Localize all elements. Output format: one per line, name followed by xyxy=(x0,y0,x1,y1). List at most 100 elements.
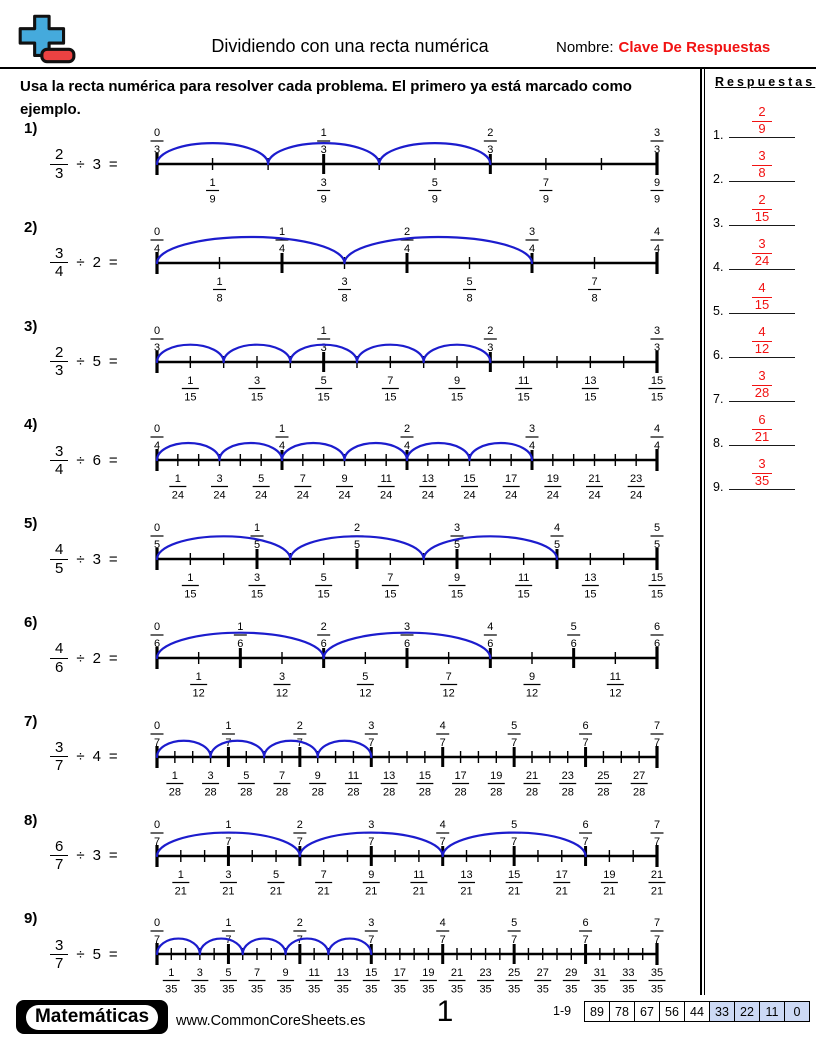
numberline-top-label: 13 xyxy=(317,325,331,354)
numberline-top-label: 27 xyxy=(293,819,307,848)
numberline-top-label: 37 xyxy=(364,917,378,946)
fraction-numerator: 7 xyxy=(591,276,597,288)
divisor: 5 xyxy=(92,353,101,371)
fraction-denominator: 21 xyxy=(556,885,568,897)
fraction-denominator: 12 xyxy=(526,688,538,700)
fraction-denominator: 12 xyxy=(443,688,455,700)
fraction-denominator: 8 xyxy=(591,292,597,304)
fraction-denominator: 15 xyxy=(584,391,596,403)
numberline-bottom-label: 315 xyxy=(248,375,266,403)
jump-arc xyxy=(322,631,492,660)
fraction-numerator: 15 xyxy=(651,572,663,584)
jump-arc xyxy=(378,142,492,166)
fraction-numerator: 21 xyxy=(651,869,663,881)
numberline-bottom-label: 524 xyxy=(252,473,270,502)
jump-arc xyxy=(267,142,381,166)
divisor: 5 xyxy=(92,945,101,963)
jump-arc xyxy=(155,442,221,462)
fraction-denominator: 24 xyxy=(255,490,267,502)
fraction-denominator: 21 xyxy=(603,885,615,897)
numberline-top-label: 07 xyxy=(150,720,164,749)
fraction-numerator: 3 xyxy=(529,423,535,435)
fraction-denominator: 21 xyxy=(270,885,282,897)
jump-arc xyxy=(155,235,346,264)
fraction-numerator: 5 xyxy=(511,819,517,831)
dividend-numerator: 3 xyxy=(55,442,64,460)
numberline-bottom-label: 335 xyxy=(191,967,209,996)
jump-arc xyxy=(289,343,359,363)
dividend-numerator: 3 xyxy=(55,739,64,757)
answer-item: 7. 3 28 xyxy=(705,365,816,409)
equals-sign: = xyxy=(108,550,118,568)
dividend-numerator: 2 xyxy=(55,146,64,164)
fraction-denominator: 9 xyxy=(209,194,215,206)
numberline-top-label: 67 xyxy=(579,819,593,848)
fraction-denominator: 15 xyxy=(251,391,263,403)
problem-equation: 3 7 ÷ 4 = xyxy=(50,735,118,779)
numberline-top-label: 77 xyxy=(650,720,664,749)
problem-equation: 6 7 ÷ 3 = xyxy=(50,834,118,878)
numberline-bottom-label: 921 xyxy=(362,869,380,897)
answer-fraction: 3 24 xyxy=(729,235,795,268)
fraction-numerator: 0 xyxy=(154,127,160,139)
fraction-numerator: 1 xyxy=(279,226,285,238)
brand-name: Matemáticas xyxy=(25,1004,159,1030)
fraction-denominator: 15 xyxy=(584,589,596,601)
jump-arc xyxy=(241,937,287,956)
numberline-bottom-label: 912 xyxy=(523,671,541,700)
fraction-denominator: 6 xyxy=(571,638,577,650)
fraction-denominator: 5 xyxy=(254,539,260,551)
answer-item: 9. 3 35 xyxy=(705,453,816,497)
answer-blank-line xyxy=(729,225,795,226)
answer-denominator: 8 xyxy=(752,164,772,180)
dividend-denominator: 3 xyxy=(50,361,69,379)
numberline-top-label: 34 xyxy=(525,226,539,255)
fraction-denominator: 8 xyxy=(216,292,222,304)
fraction-denominator: 3 xyxy=(487,144,493,156)
numberline-top-label: 47 xyxy=(436,819,450,848)
numberline-bottom-label: 324 xyxy=(211,473,228,502)
numberline-bottom-label: 928 xyxy=(309,770,327,798)
fraction-denominator: 4 xyxy=(279,440,285,452)
fraction-denominator: 4 xyxy=(154,243,160,255)
fraction-numerator: 5 xyxy=(273,869,279,881)
fraction-denominator: 3 xyxy=(321,342,327,354)
numberline-top-label: 14 xyxy=(275,423,289,452)
numberline-bottom-label: 512 xyxy=(356,671,374,700)
fraction-denominator: 35 xyxy=(337,984,349,996)
fraction-numerator: 2 xyxy=(321,621,327,633)
fraction-numerator: 4 xyxy=(554,522,560,534)
fraction-numerator: 5 xyxy=(571,621,577,633)
fraction-denominator: 21 xyxy=(222,885,234,897)
answer-numerator: 4 xyxy=(758,324,766,340)
score-cell: 89 xyxy=(584,1001,610,1022)
division-sign: ÷ xyxy=(76,649,85,667)
fraction-denominator: 15 xyxy=(318,391,330,403)
fraction-denominator: 24 xyxy=(297,490,309,502)
fraction-denominator: 28 xyxy=(526,786,538,798)
fraction-denominator: 5 xyxy=(554,539,560,551)
fraction-denominator: 28 xyxy=(490,786,502,798)
fraction-denominator: 9 xyxy=(654,194,660,206)
dividend-denominator: 3 xyxy=(50,163,69,182)
answer-blank-line xyxy=(729,181,795,182)
fraction-denominator: 28 xyxy=(597,786,609,798)
problem-equation: 2 3 ÷ 3 = xyxy=(50,142,118,186)
answer-numerator: 2 xyxy=(758,104,766,120)
fraction-denominator: 21 xyxy=(651,885,663,897)
fraction-numerator: 7 xyxy=(387,572,393,584)
fraction-numerator: 11 xyxy=(380,473,391,485)
